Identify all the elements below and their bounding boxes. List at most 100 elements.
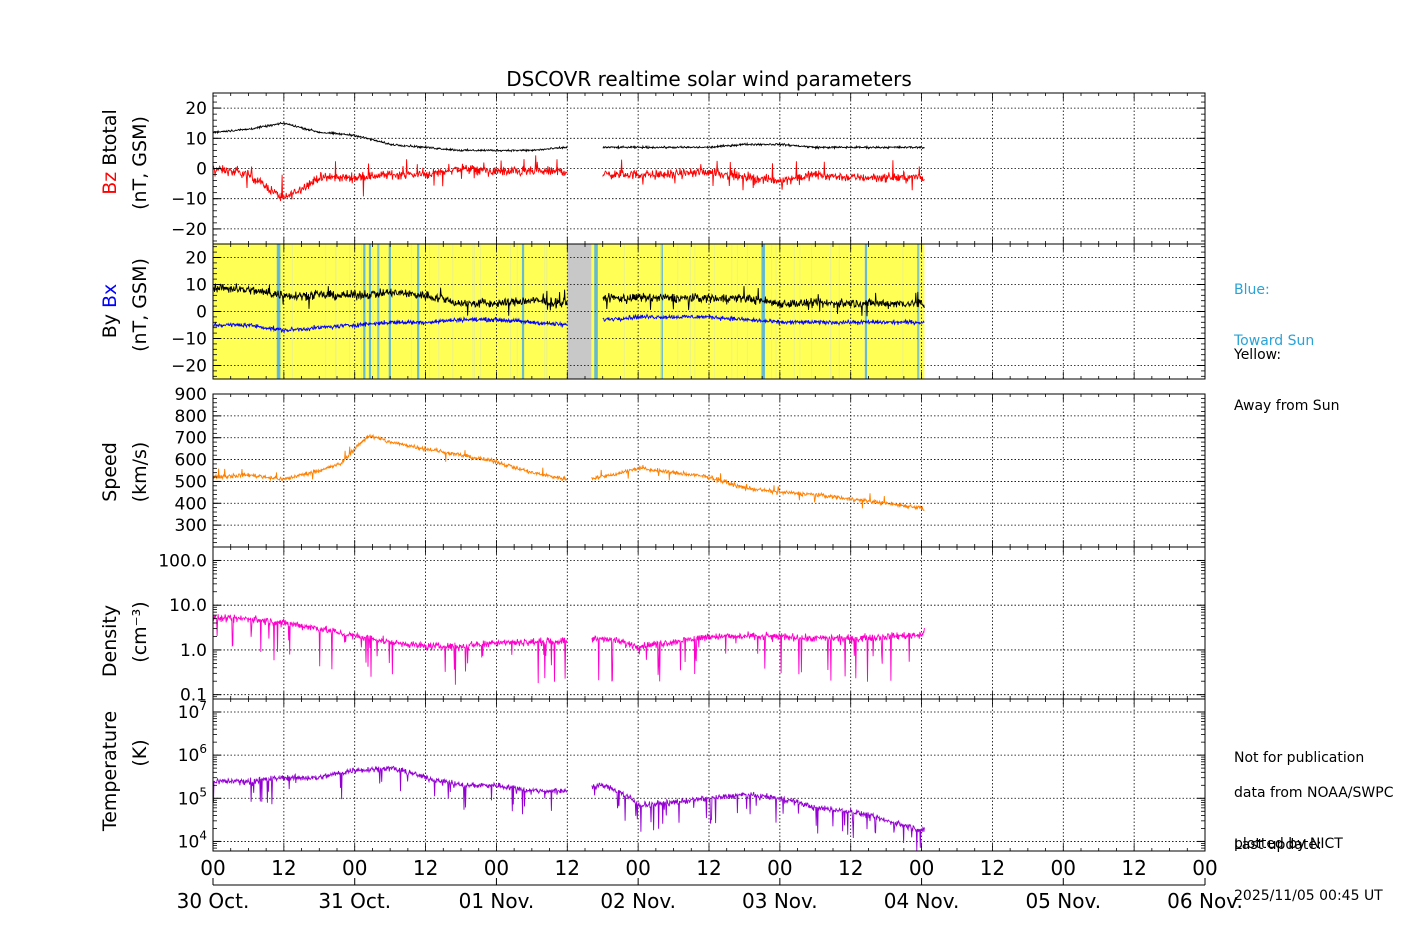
x-hour-label: 12	[838, 856, 863, 880]
series-speed	[212, 433, 925, 511]
y-tick-label: 500	[175, 472, 207, 492]
ylabel-magnetic-components: By Bx	[99, 284, 121, 339]
y-tick-label: 300	[175, 516, 207, 536]
ylabel-temperature-units: (K)	[129, 739, 151, 766]
y-tick-label: 105	[178, 785, 207, 809]
sector-streak	[694, 244, 696, 379]
sector-toward-stripe	[278, 244, 281, 379]
ylabel-density: Density	[99, 605, 121, 677]
sector-streak	[918, 244, 920, 379]
sector-streak	[361, 244, 363, 379]
sector-toward-stripe	[917, 244, 920, 379]
legend-toward-sun: Blue: Toward Sun	[1234, 248, 1314, 367]
y-tick-label: 107	[178, 699, 207, 723]
ylabel-magnetic-components-units: (nT, GSM)	[129, 258, 151, 352]
x-date-label: 05 Nov.	[1025, 889, 1101, 913]
ylabel-density-units: (cm⁻³)	[129, 601, 151, 662]
y-tick-label: 800	[175, 407, 207, 427]
sector-toward-stripe	[417, 244, 420, 379]
sector-streak	[677, 244, 679, 379]
y-tick-label: −20	[171, 357, 207, 377]
sector-streak	[623, 244, 625, 379]
y-tick-label: 600	[175, 451, 207, 471]
x-hour-label: 00	[909, 856, 934, 880]
y-tick-label: 100.0	[158, 551, 207, 571]
y-tick-label: 10.0	[169, 596, 207, 616]
series-density	[212, 614, 925, 685]
grid-layer	[213, 93, 1205, 851]
series-by	[212, 283, 925, 317]
sector-streak	[291, 244, 293, 379]
ylabel-speed-part: Speed	[99, 442, 121, 502]
update-note: Last update: 2025/11/05 00:45 UT	[1234, 803, 1383, 922]
ylabel-speed-units: (km/s)	[129, 442, 151, 503]
ylabel-magnetic-components-part: By	[99, 314, 121, 338]
credits-note: data from NOAA/SWPC plotted by NICT	[1234, 751, 1393, 870]
sector-streak	[438, 244, 440, 379]
update-value: 2025/11/05 00:45 UT	[1234, 888, 1383, 904]
ylabel-magnetic-total-part: Bz	[99, 172, 121, 195]
x-date-label: 03 Nov.	[742, 889, 818, 913]
ylabel-magnetic-total-units-part: (nT, GSM)	[129, 116, 151, 210]
sector-toward-stripe	[276, 244, 279, 379]
series-btotal	[212, 121, 925, 153]
sector-streak	[838, 244, 840, 379]
y-tick-label: 0	[196, 303, 207, 323]
sector-streak	[410, 244, 412, 379]
sector-streak	[544, 244, 546, 379]
y-tick-label: 10	[185, 129, 207, 149]
x-hour-label: 00	[1051, 856, 1076, 880]
series-bx	[212, 313, 925, 334]
legend-away-from-sun: Yellow: Away from Sun	[1234, 313, 1339, 432]
x-hour-label: 12	[1121, 856, 1146, 880]
x-hour-label: 00	[625, 856, 650, 880]
legend-blue-desc: Toward Sun	[1234, 333, 1315, 349]
panel-frame	[212, 92, 1206, 245]
x-date-label: 06 Nov.	[1167, 889, 1243, 913]
x-hour-label: 00	[342, 856, 367, 880]
sector-streak	[473, 244, 475, 379]
sector-streak	[372, 244, 374, 379]
x-date-label: 30 Oct.	[177, 889, 250, 913]
y-tick-label: 900	[175, 385, 207, 405]
x-date-label: 02 Nov.	[600, 889, 676, 913]
ylabel-speed-units-part: (km/s)	[129, 442, 151, 503]
sector-streak	[378, 244, 380, 379]
legend-yellow-desc: Away from Sun	[1234, 398, 1340, 414]
axes-layer	[212, 92, 1206, 886]
y-tick-exponent: 6	[199, 742, 207, 756]
y-tick-label: 0	[196, 160, 207, 180]
x-hour-label: 12	[413, 856, 438, 880]
ylabel-temperature: Temperature	[99, 711, 121, 832]
sector-streak	[775, 244, 777, 379]
sector-toward-stripe	[388, 244, 391, 379]
legend-yellow-label: Yellow:	[1234, 347, 1282, 363]
background-layer	[213, 244, 925, 379]
ylabel-magnetic-components-part: Bx	[99, 284, 121, 314]
panel-frame	[212, 546, 1206, 700]
y-tick-exponent: 4	[199, 828, 207, 842]
series-bz	[212, 155, 925, 202]
y-tick-exponent: 7	[199, 699, 207, 713]
panel-frame	[212, 698, 1206, 852]
sector-streak	[480, 244, 482, 379]
ylabel-magnetic-total-part: Btotal	[99, 109, 121, 172]
y-tick-label: 0.1	[180, 686, 207, 706]
y-tick-exponent: 5	[199, 785, 207, 799]
x-hour-label: 00	[484, 856, 509, 880]
series-temperature	[212, 765, 925, 852]
x-date-label: 04 Nov.	[884, 889, 960, 913]
sector-streak	[736, 244, 738, 379]
ylabel-speed: Speed	[99, 442, 121, 502]
y-tick-label: 106	[178, 742, 207, 766]
legend-blue-label: Blue:	[1234, 282, 1270, 298]
y-tick-label: 20	[185, 99, 207, 119]
ylabel-temperature-part: Temperature	[99, 711, 121, 832]
plotter-text: plotted by NICT	[1234, 836, 1343, 852]
sector-streak	[516, 244, 518, 379]
sector-streak	[746, 244, 748, 379]
y-tick-label: 1.0	[180, 641, 207, 661]
chart-title: DSCOVR realtime solar wind parameters	[506, 67, 912, 91]
sector-toward-stripe	[368, 244, 372, 379]
